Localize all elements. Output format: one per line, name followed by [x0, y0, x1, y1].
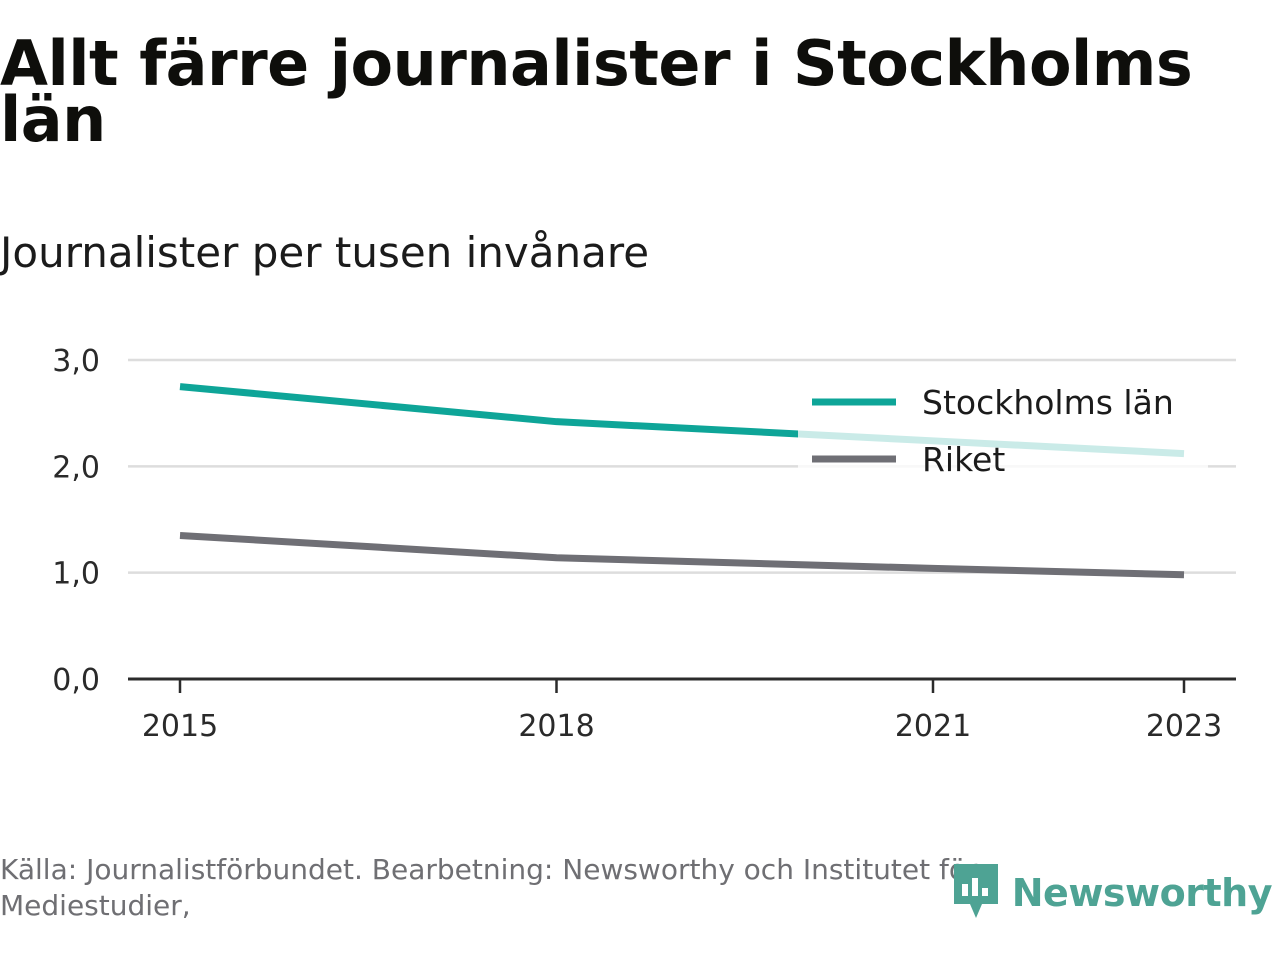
source-note: Källa: Journalistförbundet. Bearbetning:…: [0, 853, 978, 922]
newsworthy-logo-icon: [950, 860, 1002, 926]
brand-logo: Newsworthy: [950, 860, 1273, 926]
y-tick-label: 2,0: [52, 450, 100, 485]
y-tick-label: 3,0: [52, 344, 100, 379]
y-tick-label: 1,0: [52, 557, 100, 592]
y-tick-label: 0,0: [52, 663, 100, 698]
chart-subtitle: Journalister per tusen invånare: [0, 228, 650, 277]
legend-background: [798, 372, 1208, 492]
x-tick-label: 2015: [142, 709, 218, 744]
x-tick-label: 2018: [518, 709, 594, 744]
x-tick-label: 2021: [895, 709, 971, 744]
series-line-1: [179, 531, 1185, 579]
legend-label-1: Riket: [922, 440, 1005, 479]
line-chart: Stockholms län Riket 2015 2018 2021 2023 0,0…: [52, 344, 1236, 744]
brand-name: Newsworthy: [1011, 871, 1273, 915]
chart-title: Allt färre journalister i Stockholms län: [0, 27, 1193, 156]
x-tick-label: 2023: [1146, 709, 1222, 744]
legend-label-0: Stockholms län: [922, 383, 1174, 422]
